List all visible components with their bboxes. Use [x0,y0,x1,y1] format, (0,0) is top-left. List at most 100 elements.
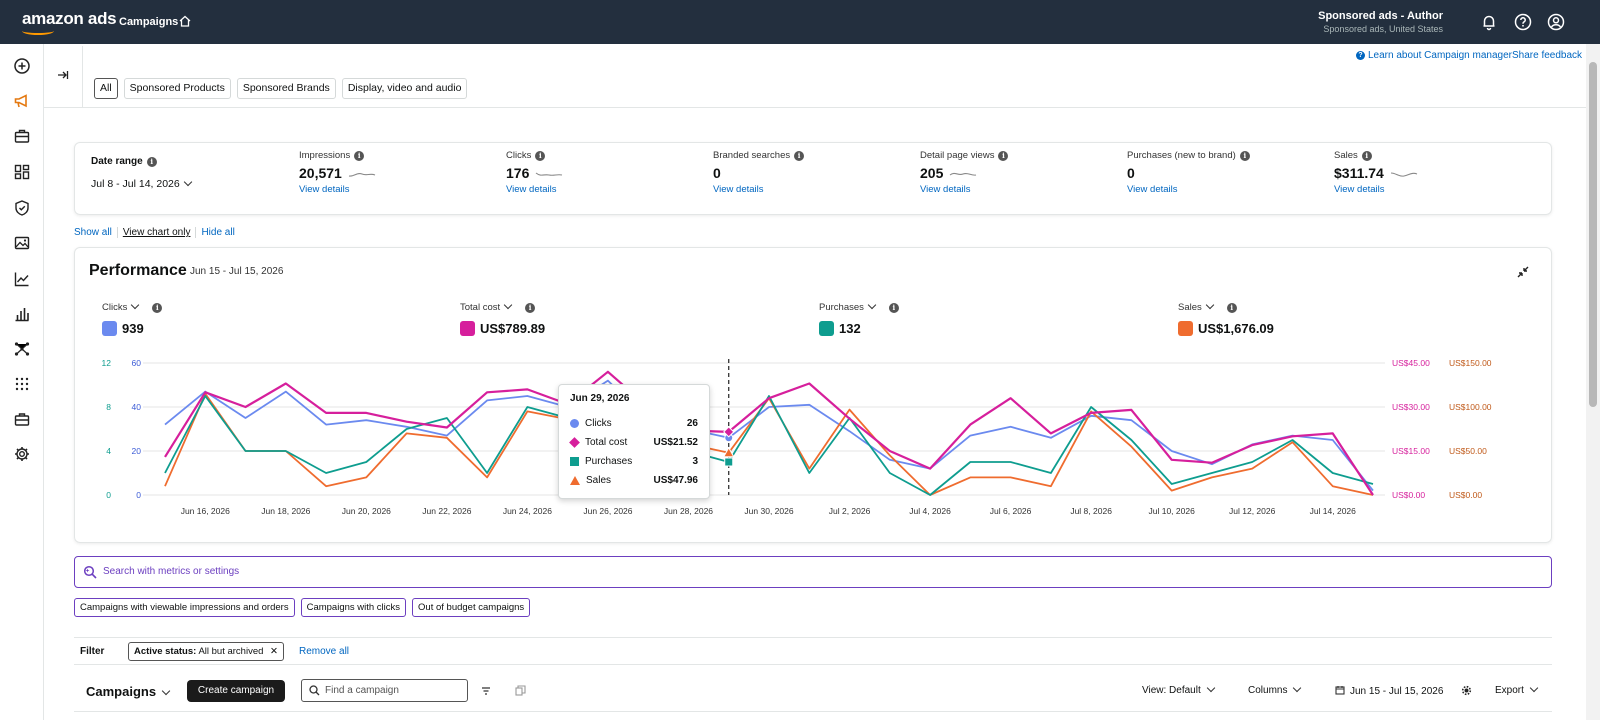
metric-label: Sales [1178,302,1202,313]
kpi-impressions: Impressions i 20,571 View details [299,150,499,195]
chip-viewable-impressions-orders[interactable]: Campaigns with viewable impressions and … [74,598,295,617]
campaigns-title-text: Campaigns [86,684,157,699]
view-details-link[interactable]: View details [713,184,764,195]
tab-sponsored-products[interactable]: Sponsored Products [123,78,231,99]
view-details-link[interactable]: View details [1334,184,1385,195]
settings-icon[interactable] [13,445,31,463]
filter-icon[interactable] [481,686,491,696]
learn-link[interactable]: ? Learn about Campaign manager [1356,50,1512,61]
account-switcher[interactable]: Sponsored ads - Author Sponsored ads, Un… [1318,10,1443,34]
network-icon[interactable] [13,340,31,358]
view-details-link[interactable]: View details [1127,184,1178,195]
tooltip-label: Clicks [585,418,612,429]
hide-all-link[interactable]: Hide all [201,227,235,238]
ad-type-tabs: All Sponsored Products Sponsored Brands … [94,78,468,99]
tooltip-row-purchases: Purchases 3 [570,452,698,471]
axis-tick-label: US$50.00 [1449,446,1487,456]
info-icon[interactable]: i [888,303,899,313]
chevron-down-icon [131,300,140,310]
briefcase-icon[interactable] [13,127,31,145]
export-label: Export [1495,685,1524,696]
tab-sponsored-brands[interactable]: Sponsored Brands [236,78,336,99]
info-icon[interactable]: i [1361,151,1372,161]
remove-all-link[interactable]: Remove all [299,646,350,657]
amazon-ads-logo[interactable]: amazon ads [22,9,117,28]
image-icon[interactable] [13,234,31,252]
share-feedback-link[interactable]: Share feedback [1512,50,1583,61]
scrollbar-thumb[interactable] [1589,62,1597,407]
date-range-picker[interactable]: Jul 8 - Jul 14, 2026 [91,177,192,190]
metric-selector-sales[interactable]: Sales i US$1,676.09 [1178,300,1274,336]
shield-icon[interactable] [13,199,31,217]
x-tick-label: Jul 14, 2026 [1310,506,1357,516]
active-status-filter-chip[interactable]: Active status: All but archived ✕ [128,642,284,661]
tab-display-video-audio[interactable]: Display, video and audio [341,78,468,99]
chevron-down-icon [1206,683,1215,693]
megaphone-icon[interactable] [13,92,31,110]
info-icon[interactable]: i [1226,303,1237,313]
metric-value: US$1,676.09 [1198,321,1274,336]
apps-grid-icon[interactable] [13,375,31,393]
chevron-down-icon [183,177,192,187]
chart-tooltip: Jun 29, 2026 Clicks 26 Total cost US$21.52… [558,384,710,499]
view-details-link[interactable]: View details [506,184,557,195]
info-icon[interactable]: i [1239,151,1250,161]
bar-chart-icon[interactable] [13,305,31,323]
view-details-link[interactable]: View details [920,184,971,195]
axis-tick-label: 0 [136,490,141,500]
info-icon[interactable]: i [152,303,163,313]
info-icon[interactable]: i [354,151,365,161]
search-input[interactable]: Search with metrics or settings [74,556,1552,588]
metric-selector-purchases[interactable]: Purchases i 132 [819,300,899,336]
info-icon[interactable]: i [535,151,546,161]
chip-out-of-budget[interactable]: Out of budget campaigns [412,598,531,617]
metric-selector-clicks[interactable]: Clicks i 939 [102,300,163,336]
chip-campaigns-with-clicks[interactable]: Campaigns with clicks [300,598,407,617]
export-dropdown[interactable]: Export [1495,683,1539,696]
kpi-sales: Sales i $311.74 View details [1334,150,1534,195]
collapse-panel-icon[interactable] [56,68,70,82]
view-dropdown[interactable]: View: Default [1142,683,1215,696]
dashboard-icon[interactable] [13,163,31,181]
x-tick-label: Jun 30, 2026 [744,506,793,516]
performance-chart[interactable]: 0 4 8 12 0 20 40 60 US$0.00 US$15.00 US$30.00 US$45… [75,351,1553,531]
bell-icon[interactable] [1480,13,1498,31]
view-chart-only-link[interactable]: View chart only [118,227,197,238]
page-scrollbar[interactable] [1586,44,1600,720]
view-details-link[interactable]: View details [299,184,350,195]
campaigns-title[interactable]: Campaigns [86,684,171,699]
info-icon[interactable]: i [794,151,805,161]
tooltip-row-clicks: Clicks 26 [570,414,698,433]
line-chart-icon[interactable] [13,270,31,288]
series-line-purchases [164,395,1374,496]
info-icon[interactable]: i [998,151,1009,161]
x-tick-label: Jul 12, 2026 [1229,506,1276,516]
metric-value: 939 [122,321,144,336]
show-all-link[interactable]: Show all [74,227,118,238]
collapse-chart-icon[interactable] [1517,266,1529,278]
tooltip-value: US$47.96 [653,475,698,486]
metric-selector-total-cost[interactable]: Total cost i US$789.89 [460,300,545,336]
create-campaign-button[interactable]: Create campaign [187,680,285,702]
info-icon[interactable]: i [146,157,157,167]
copy-icon[interactable] [515,685,526,696]
kpi-label: Impressions [299,150,351,161]
settings-icon[interactable] [1461,685,1472,696]
axis-tick-label: 8 [106,402,111,412]
info-icon[interactable]: i [525,303,536,313]
toolbox-icon[interactable] [13,410,31,428]
columns-dropdown[interactable]: Columns [1248,683,1302,696]
tab-all[interactable]: All [94,78,118,99]
home-icon[interactable] [178,14,192,28]
filter-bar: Filter Active status: All but archived ✕… [74,637,1552,665]
help-icon[interactable] [1514,13,1532,31]
plus-circle-icon[interactable] [13,57,31,75]
profile-icon[interactable] [1547,13,1565,31]
kpi-summary-card: Date range i Jul 8 - Jul 14, 2026 Impress… [74,142,1552,215]
find-campaign-input[interactable]: Find a campaign [301,679,468,702]
x-tick-label: Jul 4, 2026 [909,506,951,516]
axis-tick-label: US$45.00 [1392,358,1430,368]
table-date-range[interactable]: Jun 15 - Jul 15, 2026 [1335,685,1443,697]
close-icon[interactable]: ✕ [270,646,278,657]
kpi-visibility-links: Show all View chart only Hide all [74,227,240,238]
